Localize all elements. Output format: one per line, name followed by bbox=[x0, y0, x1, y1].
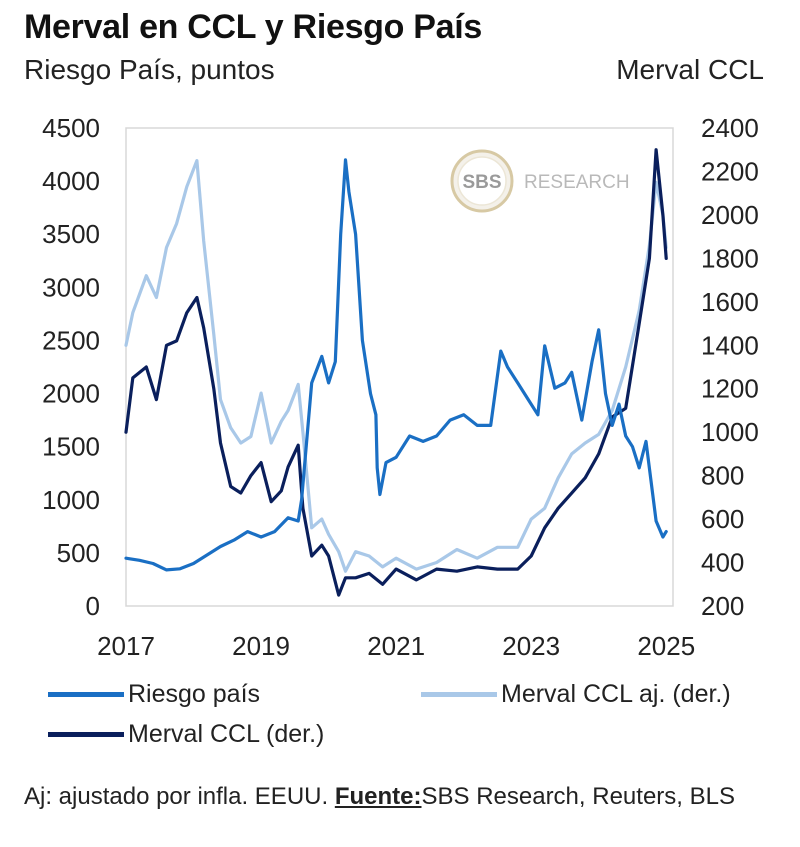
legend-label: Merval CCL aj. (der.) bbox=[501, 680, 731, 708]
footnote-source-label: Fuente: bbox=[334, 783, 422, 810]
series-layer bbox=[124, 148, 668, 597]
right-axis: 200 400 600 800 1000 1200 1400 1600 1800 2000 2200… bbox=[701, 113, 759, 621]
footnote-note: Aj: ajustado por infla. EEUU. bbox=[24, 783, 335, 810]
riesgo-pais-line bbox=[124, 158, 668, 572]
watermark: SBS RESEARCH bbox=[450, 149, 630, 213]
footnote-source: SBS Research, Reuters, BLS bbox=[421, 783, 735, 810]
legend-swatch bbox=[48, 692, 124, 697]
ytick-label-left: 4000 bbox=[42, 166, 100, 196]
watermark-text: RESEARCH bbox=[524, 172, 630, 193]
xtick-label: 2017 bbox=[97, 631, 155, 661]
xtick-label: 2023 bbox=[502, 631, 560, 661]
chart-title: Merval en CCL y Riesgo País bbox=[24, 8, 483, 46]
legend-item-merval-ccl-aj: Merval CCL aj. (der.) bbox=[421, 680, 731, 709]
ytick-label-left: 2000 bbox=[42, 379, 100, 409]
ytick-label-left: 3500 bbox=[42, 219, 100, 249]
xtick-label: 2019 bbox=[232, 631, 290, 661]
ytick-label-left: 500 bbox=[57, 538, 100, 568]
ytick-label-right: 1600 bbox=[701, 287, 759, 317]
chart-canvas: SBS RESEARCH 0 500 1000 1500 2000 2500 3000 350… bbox=[42, 113, 759, 661]
ytick-label-left: 1000 bbox=[42, 485, 100, 515]
x-axis: 2017 2019 2021 2023 2025 bbox=[97, 631, 695, 661]
left-axis-title: Riesgo País, puntos bbox=[24, 54, 275, 85]
legend-item-merval-ccl: Merval CCL (der.) bbox=[48, 720, 324, 749]
ytick-label-right: 200 bbox=[701, 591, 744, 621]
ytick-label-left: 4500 bbox=[42, 113, 100, 143]
ytick-label-left: 0 bbox=[86, 591, 100, 621]
ytick-label-right: 600 bbox=[701, 504, 744, 534]
ytick-label-right: 1200 bbox=[701, 374, 759, 404]
ytick-label-right: 800 bbox=[701, 461, 744, 491]
legend-item-riesgo-pais: Riesgo país bbox=[48, 680, 260, 709]
legend-swatch bbox=[421, 692, 497, 697]
ytick-label-right: 1800 bbox=[701, 243, 759, 273]
legend-label: Riesgo país bbox=[128, 680, 261, 708]
xtick-label: 2021 bbox=[367, 631, 425, 661]
xtick-label: 2025 bbox=[637, 631, 695, 661]
legend-swatch bbox=[48, 732, 124, 737]
ytick-label-right: 2000 bbox=[701, 200, 759, 230]
merval-ccl-aj-line bbox=[124, 159, 668, 573]
ytick-label-right: 1000 bbox=[701, 417, 759, 447]
watermark-logo-text: SBS bbox=[462, 172, 501, 193]
ytick-label-left: 2500 bbox=[42, 325, 100, 355]
ytick-label-right: 1400 bbox=[701, 330, 759, 360]
ytick-label-left: 1500 bbox=[42, 432, 100, 462]
ytick-label-right: 400 bbox=[701, 548, 744, 578]
merval-ccl-line bbox=[124, 148, 668, 597]
ytick-label-right: 2200 bbox=[701, 156, 759, 186]
footnote: Aj: ajustado por infla. EEUU. Fuente:SBS… bbox=[24, 780, 800, 814]
right-axis-title: Merval CCL bbox=[616, 54, 764, 85]
left-axis: 0 500 1000 1500 2000 2500 3000 3500 4000 4500 bbox=[42, 113, 100, 621]
ytick-label-left: 3000 bbox=[42, 272, 100, 302]
plot-frame bbox=[125, 127, 674, 607]
ytick-label-right: 2400 bbox=[701, 113, 759, 143]
legend-label: Merval CCL (der.) bbox=[128, 720, 325, 748]
